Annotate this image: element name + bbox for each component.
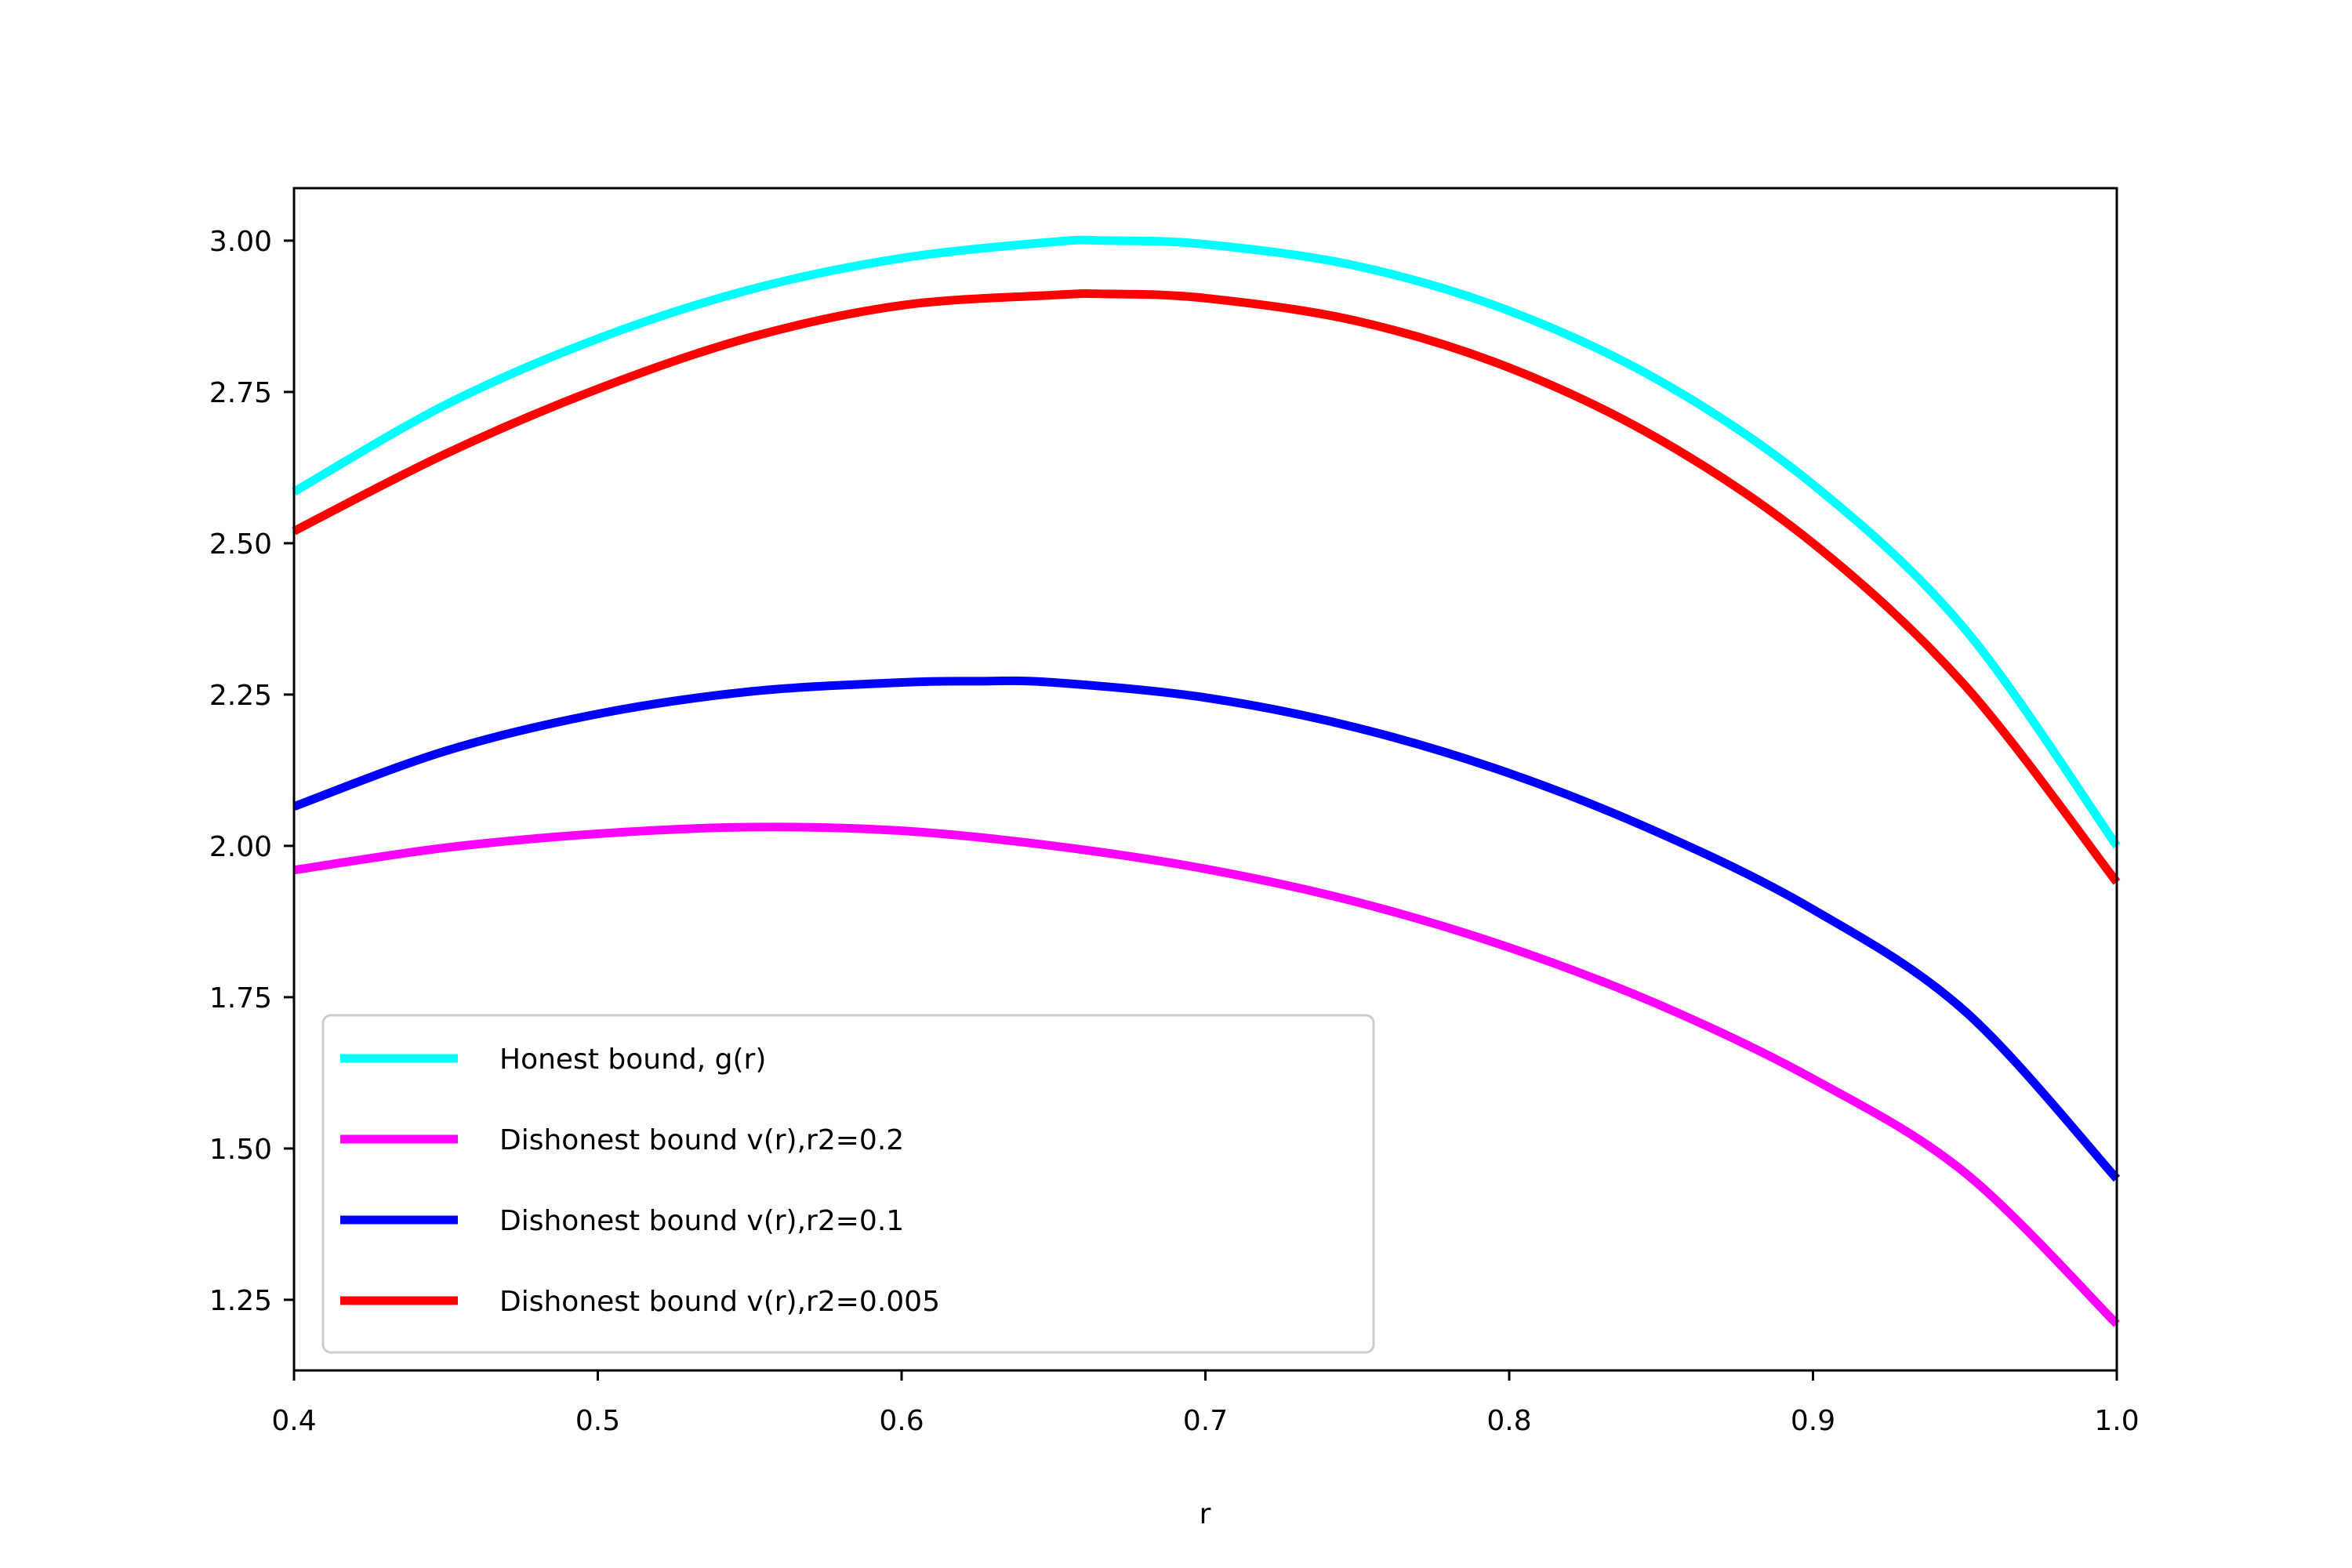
y-tick-label: 2.75	[209, 377, 272, 409]
x-tick-label: 0.5	[575, 1405, 620, 1437]
x-tick-label: 0.4	[271, 1405, 316, 1437]
legend-label-2: Dishonest bound v(r),r2=0.2	[499, 1124, 904, 1156]
x-tick-label: 0.7	[1183, 1405, 1228, 1437]
x-tick-label: 0.6	[879, 1405, 924, 1437]
x-tick-label: 0.9	[1791, 1405, 1835, 1437]
series-line-2	[293, 822, 2120, 1327]
y-tick-label: 2.00	[209, 831, 272, 863]
legend-label-3: Dishonest bound v(r),r2=0.1	[499, 1205, 904, 1237]
x-tick-label: 1.0	[2094, 1405, 2139, 1437]
y-tick-label: 2.50	[209, 528, 272, 561]
y-axis: 1.25 1.50 1.75 2.00 2.25 2.50 2.75 3.00	[209, 226, 294, 1317]
x-axis: 0.4 0.5 0.6 0.7 0.8 0.9 1.0	[271, 1370, 2140, 1437]
y-tick-label: 1.50	[209, 1134, 272, 1166]
x-axis-label: r	[1200, 1498, 1211, 1530]
x-tick-label: 0.8	[1486, 1405, 1531, 1437]
y-tick-label: 3.00	[209, 226, 272, 258]
series-layer	[292, 235, 2121, 1327]
legend: Honest bound, g(r) Dishonest bound v(r),r…	[321, 1014, 1375, 1354]
legend-box	[321, 1014, 1375, 1354]
legend-label-1: Honest bound, g(r)	[499, 1044, 766, 1076]
y-tick-label: 1.25	[209, 1285, 272, 1317]
series-line-3	[292, 676, 2121, 1182]
y-tick-label: 2.25	[209, 680, 272, 712]
legend-label-4: Dishonest bound v(r),r2=0.005	[499, 1286, 940, 1318]
series-line-1	[292, 235, 2121, 849]
y-tick-label: 1.75	[209, 982, 272, 1014]
series-line-4	[292, 289, 2121, 885]
